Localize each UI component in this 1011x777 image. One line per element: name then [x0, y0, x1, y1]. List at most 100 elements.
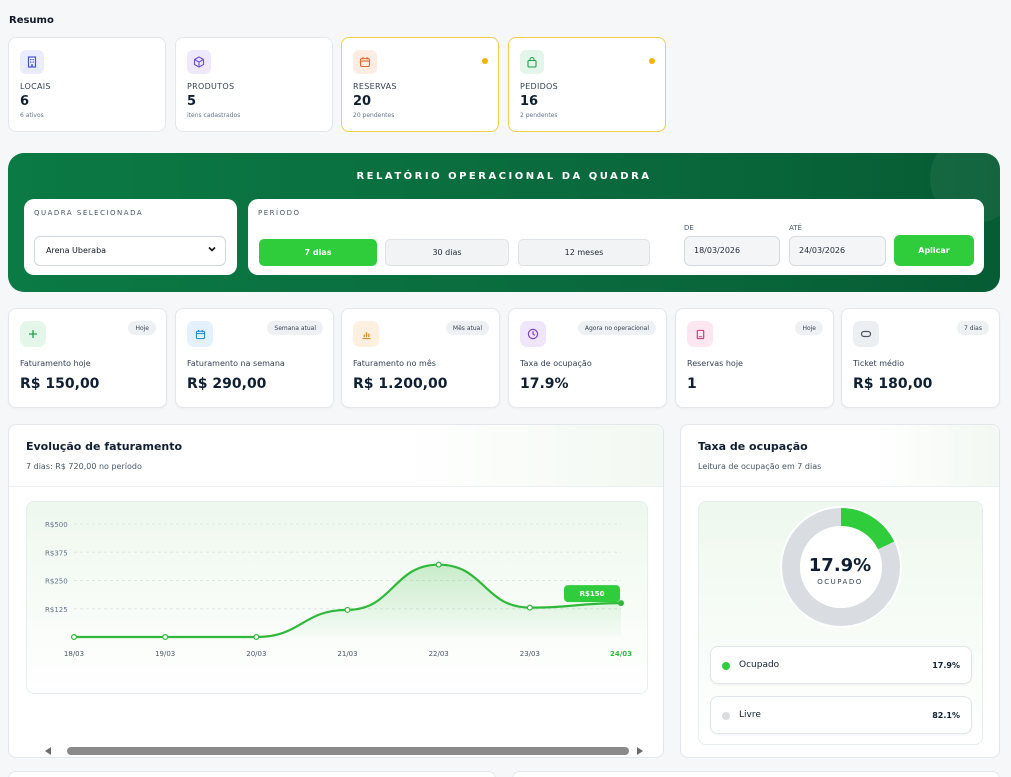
kpi-value: R$ 150,00: [20, 376, 100, 392]
scroll-right-icon[interactable]: [635, 746, 645, 756]
summary-card-produtos[interactable]: PRODUTOS 5 itens cadastrados: [175, 37, 333, 132]
kpi-badge: Semana atual: [267, 321, 323, 335]
plus-icon: [20, 321, 46, 347]
kpi-badge: Hoje: [795, 321, 823, 335]
from-label: DE: [684, 224, 694, 232]
summary-card-label: PEDIDOS: [520, 82, 559, 91]
x-tick-label: 22/03: [429, 650, 449, 658]
kpi-label: Taxa de ocupação: [520, 359, 592, 368]
chevron-down-icon: [207, 244, 217, 257]
summary-card-sub: 2 pendentes: [520, 112, 558, 119]
legend-dot-occupied: [722, 662, 730, 670]
summary-card-value: 5: [187, 94, 197, 109]
scroll-left-icon[interactable]: [43, 746, 53, 756]
data-point: [162, 634, 169, 641]
period-12-months-button[interactable]: 12 meses: [518, 239, 650, 266]
summary-card-reservas[interactable]: RESERVAS 20 20 pendentes: [341, 37, 499, 132]
court-label: QUADRA SELECIONADA: [34, 209, 144, 217]
to-date-input[interactable]: 24/03/2026: [789, 236, 886, 266]
box-icon: [187, 50, 211, 74]
summary-card-label: RESERVAS: [353, 82, 397, 91]
kpi-label: Reservas hoje: [687, 359, 743, 368]
x-tick-label: 19/03: [155, 650, 175, 658]
revenue-card-header: Evolução de faturamento 7 dias: R$ 720,0…: [9, 425, 663, 487]
summary-card-value: 20: [353, 94, 372, 109]
occupancy-subtitle: Leitura de ocupação em 7 dias: [698, 462, 822, 471]
x-tick-label: 24/03: [610, 650, 632, 658]
kpi-value: 17.9%: [520, 376, 569, 392]
y-tick-label: R$375: [45, 549, 68, 557]
summary-card-pedidos[interactable]: PEDIDOS 16 2 pendentes: [508, 37, 666, 132]
kpi-label: Ticket médio: [853, 359, 905, 368]
summary-card-value: 6: [20, 94, 30, 109]
x-tick-label: 21/03: [337, 650, 357, 658]
kpi-value: R$ 290,00: [187, 376, 267, 392]
occupancy-donut: [780, 506, 902, 628]
kpi-value: 1: [687, 376, 697, 392]
alert-dot: [649, 58, 655, 64]
data-point: [253, 634, 260, 641]
report-title: RELATÓRIO OPERACIONAL DA QUADRA: [356, 171, 652, 182]
tooltip-label: R$150: [580, 590, 605, 598]
kpi-badge: Mês atual: [445, 321, 489, 335]
court-select[interactable]: Arena Uberaba: [34, 236, 226, 266]
court-select-value: Arena Uberaba: [46, 246, 107, 255]
legend-free: Livre 82.1%: [710, 696, 972, 734]
book-icon: [687, 321, 713, 347]
kpi-label: Faturamento na semana: [187, 359, 285, 368]
building-icon: [20, 50, 44, 74]
data-point: [526, 604, 533, 611]
kpi-card-occupancy[interactable]: Agora no operacional Taxa de ocupação 17…: [508, 308, 667, 408]
x-tick-label: 20/03: [246, 650, 266, 658]
data-point: [344, 606, 351, 613]
y-tick-label: R$250: [45, 578, 68, 586]
kpi-card-revenue-month[interactable]: Mês atual Faturamento no mês R$ 1.200,00: [341, 308, 500, 408]
donut-occupied-slice: [840, 508, 895, 550]
legend-value: 17.9%: [932, 661, 960, 670]
period-7-days-button[interactable]: 7 dias: [259, 239, 377, 266]
kpi-card-revenue-week[interactable]: Semana atual Faturamento na semana R$ 29…: [175, 308, 334, 408]
kpi-label: Faturamento hoje: [20, 359, 91, 368]
tooltip-badge: [564, 585, 620, 603]
period-label: PERÍODO: [258, 209, 301, 217]
occupancy-card: Taxa de ocupação Leitura de ocupação em …: [680, 424, 1000, 758]
calendar-icon: [187, 321, 213, 347]
period-30-days-button[interactable]: 30 dias: [385, 239, 509, 266]
summary-title: Resumo: [9, 15, 54, 26]
revenue-chart-svg: R$125 R$250 R$375 R$500 18/03 19/03 20/03 21/03…: [45, 521, 632, 658]
kpi-card-bookings-today[interactable]: Hoje Reservas hoje 1: [675, 308, 834, 408]
revenue-title: Evolução de faturamento: [26, 440, 183, 453]
kpi-card-revenue-today[interactable]: Hoje Faturamento hoje R$ 150,00: [8, 308, 167, 408]
clock-icon: [520, 321, 546, 347]
summary-card-sub: itens cadastrados: [187, 112, 241, 119]
court-panel: QUADRA SELECIONADA Arena Uberaba: [24, 199, 237, 275]
x-tick-label: 23/03: [520, 650, 540, 658]
donut-center-value: 17.9%: [808, 555, 872, 576]
data-point: [617, 600, 624, 607]
legend-occupied: Ocupado 17.9%: [710, 646, 972, 684]
bar-chart-icon: [353, 321, 379, 347]
scroll-thumb[interactable]: [67, 747, 629, 755]
kpi-badge: 7 dias: [956, 321, 989, 335]
revenue-chart: R$125 R$250 R$375 R$500 18/03 19/03 20/03 21/03…: [26, 501, 648, 755]
legend-value: 82.1%: [932, 711, 960, 720]
revenue-card: Evolução de faturamento 7 dias: R$ 720,0…: [8, 424, 664, 758]
x-tick-label: 18/03: [64, 650, 84, 658]
summary-card-label: PRODUTOS: [187, 82, 235, 91]
occupancy-card-header: Taxa de ocupação Leitura de ocupação em …: [681, 425, 999, 487]
kpi-card-avg-ticket[interactable]: 7 dias Ticket médio R$ 180,00: [841, 308, 1000, 408]
data-point: [435, 561, 442, 568]
apply-button[interactable]: Aplicar: [894, 235, 974, 266]
legend-dot-free: [722, 712, 730, 720]
kpi-value: R$ 1.200,00: [353, 376, 448, 392]
report-banner: RELATÓRIO OPERACIONAL DA QUADRA QUADRA S…: [8, 153, 1000, 292]
data-point: [70, 634, 77, 641]
revenue-area: [74, 564, 621, 637]
ticket-icon: [853, 321, 879, 347]
next-card-stub: [512, 771, 1000, 777]
summary-card-locais[interactable]: LOCAIS 6 6 ativos: [8, 37, 166, 132]
from-date-input[interactable]: 18/03/2026: [684, 236, 780, 266]
y-tick-label: R$125: [45, 606, 68, 614]
chart-scrollbar[interactable]: [45, 746, 643, 756]
kpi-badge: Hoje: [128, 321, 156, 335]
